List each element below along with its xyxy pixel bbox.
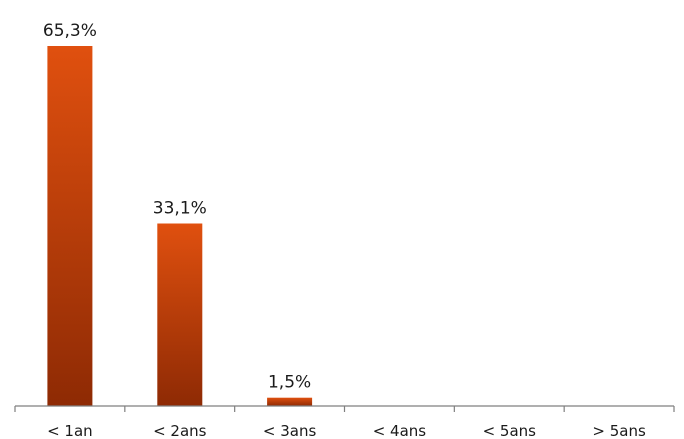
x-tick-label-0: < 1an — [47, 422, 93, 439]
x-axis — [14, 405, 675, 412]
bar-2 — [267, 397, 313, 406]
bar-1 — [157, 223, 203, 406]
data-labels-group: 65,3% 33,1% 1,5% — [43, 21, 311, 393]
x-tick-label-1: < 2ans — [153, 422, 207, 439]
data-label-0: 65,3% — [43, 21, 97, 41]
data-label-2: 1,5% — [268, 373, 311, 393]
bars-group — [47, 46, 313, 406]
x-tick-label-3: < 4ans — [373, 422, 427, 439]
data-label-1: 33,1% — [153, 199, 207, 219]
bar-0 — [47, 46, 93, 406]
x-tick-label-4: < 5ans — [483, 422, 537, 439]
x-tick-label-2: < 3ans — [263, 422, 317, 439]
x-tick-labels-group: < 1an < 2ans < 3ans < 4ans < 5ans > 5ans — [47, 422, 646, 439]
x-tick-label-5: > 5ans — [592, 422, 646, 439]
